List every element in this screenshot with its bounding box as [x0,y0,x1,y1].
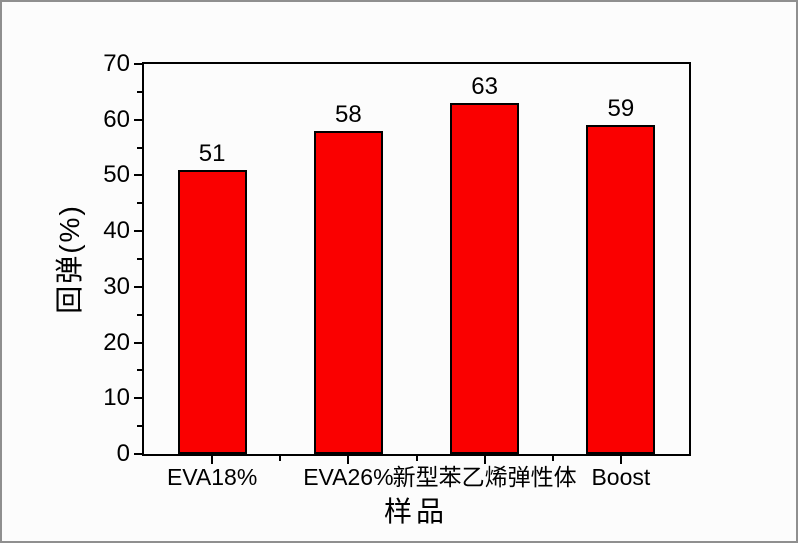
y-minor-tick [137,202,142,205]
bar-value-label: 51 [198,139,226,167]
plot-area: 51 58 63 59 [144,64,689,454]
y-tick-label: 60 [103,105,130,133]
y-major-tick [134,453,142,455]
bar-value-label: 58 [335,100,362,128]
x-minor-tick [415,456,418,461]
bar [177,169,247,454]
y-major-tick [134,174,142,177]
y-tick-label: 70 [103,50,130,77]
y-minor-tick [137,369,142,372]
y-minor-tick [137,425,142,428]
y-tick-label: 50 [103,161,130,189]
x-minor-tick [551,456,554,461]
x-tick-label: Boost [591,464,651,490]
y-minor-tick [137,146,142,149]
y-tick-label: 30 [103,272,130,300]
bar-value-label: 59 [607,95,635,123]
x-major-tick [347,456,350,464]
y-tick-label: 20 [103,328,130,356]
y-tick-label: 0 [116,440,130,467]
y-minor-tick [137,313,142,316]
x-tick-label: 新型苯乙烯弹性体 [392,464,577,490]
x-major-tick [483,456,486,464]
y-major-tick [134,230,142,233]
bar [450,103,520,454]
y-minor-tick [137,258,142,260]
x-major-tick [211,456,214,464]
bar [586,125,656,454]
y-major-tick [134,285,142,288]
y-major-tick [134,397,142,400]
x-minor-tick [279,456,282,461]
plot-area-frame [142,62,691,456]
bar [313,130,383,454]
bar-value-label: 63 [471,73,498,100]
y-minor-tick [137,90,142,93]
x-axis-title: 样品 [383,496,448,527]
y-major-tick [134,118,142,121]
y-tick-label: 10 [103,384,130,412]
y-tick-label: 40 [103,217,130,245]
y-major-tick [134,341,142,344]
x-tick-label: EVA18% [166,464,258,490]
y-major-tick [134,63,142,65]
x-tick-label: EVA26% [303,464,394,490]
x-major-tick [619,456,622,464]
y-axis-title: 回弹(%) [54,204,85,314]
